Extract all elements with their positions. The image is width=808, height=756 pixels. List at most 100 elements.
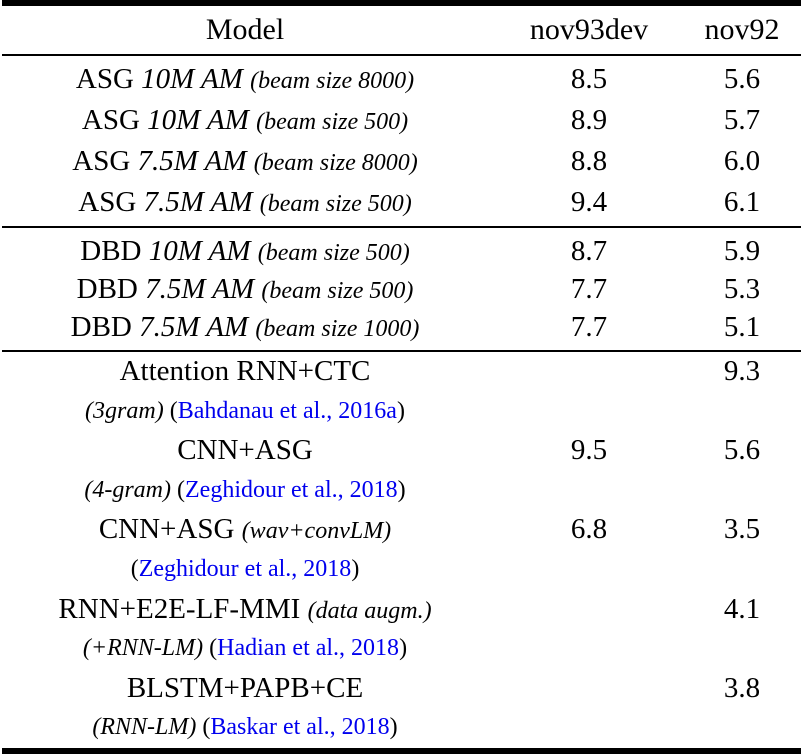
column-header-nov93dev: nov93dev (529, 13, 649, 46)
model-cell: Attention RNN+CTC (3gram) (Bahdanau et al… (0, 352, 490, 431)
nov93dev-value: 8.7 (570, 235, 608, 267)
nov93dev-value: 8.5 (570, 63, 608, 95)
model-cell: ASG 10M AM (beam size 8000) (0, 59, 490, 104)
model-cell: BLSTM+PAPB+CE (RNN-LM) (Baskar et al., 20… (0, 669, 490, 748)
model-cell: ASG 7.5M AM (beam size 500) (0, 182, 490, 227)
model-name-text: CNN+ASG (177, 434, 313, 467)
table-section-asg: ASG 10M AM (beam size 8000) 8.5 5.6 ASG 10M… (0, 56, 808, 226)
citation-paren: ( (169, 397, 178, 424)
citation-link[interactable]: Zeghidour et al., 2018 (185, 476, 398, 503)
model-note-text: (beam size 500) (261, 278, 414, 304)
model-name-text: Attention RNN+CTC (119, 355, 371, 387)
nov93dev-value: 9.5 (570, 434, 608, 467)
table-row: ASG 7.5M AM (beam size 8000) 8.8 6.0 (0, 141, 808, 182)
table-bottom-rule (2, 747, 801, 754)
citation-paren: ( (202, 714, 211, 741)
model-note-text: (beam size 500) (257, 240, 410, 266)
model-cell: CNN+ASG (4-gram) (Zeghidour et al., 2018) (0, 431, 490, 510)
citation-paren: ( (209, 635, 218, 662)
model-name-text: CNN+ASG (98, 513, 242, 546)
model-line: DBD 7.5M AM (beam size 1000) (0, 308, 490, 351)
model-line: RNN+E2E-LF-MMI (data augm.) (0, 590, 490, 630)
nov92-value: 5.6 (723, 434, 761, 467)
model-note-text: (beam size 500) (259, 191, 412, 217)
nov92-value: 5.3 (723, 273, 761, 305)
table-row: CNN+ASG (4-gram) (Zeghidour et al., 2018)… (0, 431, 808, 510)
table-section-baselines: Attention RNN+CTC (3gram) (Bahdanau et al… (0, 352, 808, 748)
table-row: DBD 10M AM (beam size 500) 8.7 5.9 (0, 232, 808, 270)
model-variant-text: 7.5M AM (137, 145, 254, 177)
citation-paren: ( (130, 555, 139, 582)
model-variant-text: 7.5M AM (143, 186, 260, 218)
model-line: DBD 7.5M AM (beam size 500) (0, 270, 490, 313)
model-cell: DBD 10M AM (beam size 500) (0, 232, 490, 275)
model-name-text: ASG (81, 104, 148, 136)
table-top-rule (2, 0, 801, 6)
table-row: RNN+E2E-LF-MMI (data augm.) (+RNN-LM) (Ha… (0, 590, 808, 669)
model-name-text: BLSTM+PAPB+CE (126, 671, 364, 704)
table-row: ASG 10M AM (beam size 8000) 8.5 5.6 (0, 59, 808, 100)
header-separator-rule (2, 54, 801, 56)
nov93dev-value: 7.7 (570, 311, 608, 343)
model-line: DBD 10M AM (beam size 500) (0, 232, 490, 275)
model-cell: DBD 7.5M AM (beam size 500) (0, 270, 490, 313)
model-line: ASG 7.5M AM (beam size 8000) (0, 141, 490, 186)
section-separator-rule (2, 226, 801, 228)
model-cell: DBD 7.5M AM (beam size 1000) (0, 308, 490, 351)
nov92-value: 5.7 (723, 104, 761, 136)
section-separator-rule (2, 350, 801, 352)
model-note-text: (beam size 8000) (253, 150, 418, 176)
citation-paren: ) (389, 714, 398, 741)
model-line: (+RNN-LM) (Hadian et al., 2018) (0, 629, 490, 669)
table-row: DBD 7.5M AM (beam size 1000) 7.7 5.1 (0, 308, 808, 346)
model-line: ASG 10M AM (beam size 8000) (0, 59, 490, 104)
model-variant-text: 7.5M AM (145, 273, 262, 305)
model-variant-text: 10M AM (148, 235, 258, 267)
citation-link[interactable]: Zeghidour et al., 2018 (138, 555, 352, 582)
nov92-value: 5.6 (723, 63, 761, 95)
nov92-value: 9.3 (723, 355, 761, 387)
nov92-value: 5.9 (723, 235, 761, 267)
citation-paren: ) (397, 476, 406, 503)
model-variant-text: 10M AM (147, 104, 257, 136)
citation-paren: ) (351, 555, 360, 582)
table-row: CNN+ASG (wav+convLM) (Zeghidour et al., 2… (0, 510, 808, 589)
model-line: (4-gram) (Zeghidour et al., 2018) (0, 471, 490, 511)
citation-link[interactable]: Baskar et al., 2018 (210, 714, 390, 741)
model-note-text: (RNN-LM) (92, 714, 203, 741)
model-note-text: (beam size 1000) (255, 316, 420, 342)
model-cell: CNN+ASG (wav+convLM) (Zeghidour et al., 2… (0, 510, 490, 589)
nov93dev-value: 7.7 (570, 273, 608, 305)
model-name-text: ASG (78, 186, 144, 218)
table-row: ASG 7.5M AM (beam size 500) 9.4 6.1 (0, 182, 808, 223)
nov93dev-value (490, 590, 688, 630)
model-cell: ASG 7.5M AM (beam size 8000) (0, 141, 490, 186)
citation-paren: ) (399, 635, 408, 662)
model-line: ASG 10M AM (beam size 500) (0, 100, 490, 145)
nov93dev-value: 9.4 (570, 186, 608, 218)
nov93dev-value (490, 669, 688, 709)
nov93dev-value (490, 352, 688, 392)
model-note-text: (beam size 8000) (250, 68, 415, 94)
citation-link[interactable]: Bahdanau et al., 2016a (177, 397, 397, 424)
model-variant-text: 7.5M AM (139, 311, 256, 343)
citation-paren: ) (396, 397, 405, 424)
model-line: (RNN-LM) (Baskar et al., 2018) (0, 708, 490, 748)
column-header-model: Model (205, 13, 285, 46)
model-line: Attention RNN+CTC (0, 352, 490, 392)
model-name-text: ASG (72, 145, 138, 177)
model-variant-text: 10M AM (141, 63, 251, 95)
nov92-value: 3.8 (723, 671, 761, 704)
model-note-text: (+RNN-LM) (82, 635, 210, 662)
model-name-text: RNN+E2E-LF-MMI (58, 592, 308, 625)
column-header-nov92: nov92 (704, 13, 780, 46)
citation-paren: ( (177, 476, 186, 503)
model-line: (3gram) (Bahdanau et al., 2016a) (0, 392, 490, 432)
table-section-dbd: DBD 10M AM (beam size 500) 8.7 5.9 DBD 7.5M… (0, 228, 808, 350)
table-row: BLSTM+PAPB+CE (RNN-LM) (Baskar et al., 20… (0, 669, 808, 748)
citation-link[interactable]: Hadian et al., 2018 (217, 635, 400, 662)
model-note-text: (4-gram) (84, 476, 178, 503)
model-line: CNN+ASG (wav+convLM) (0, 510, 490, 550)
model-note-text: (3gram) (85, 397, 170, 424)
